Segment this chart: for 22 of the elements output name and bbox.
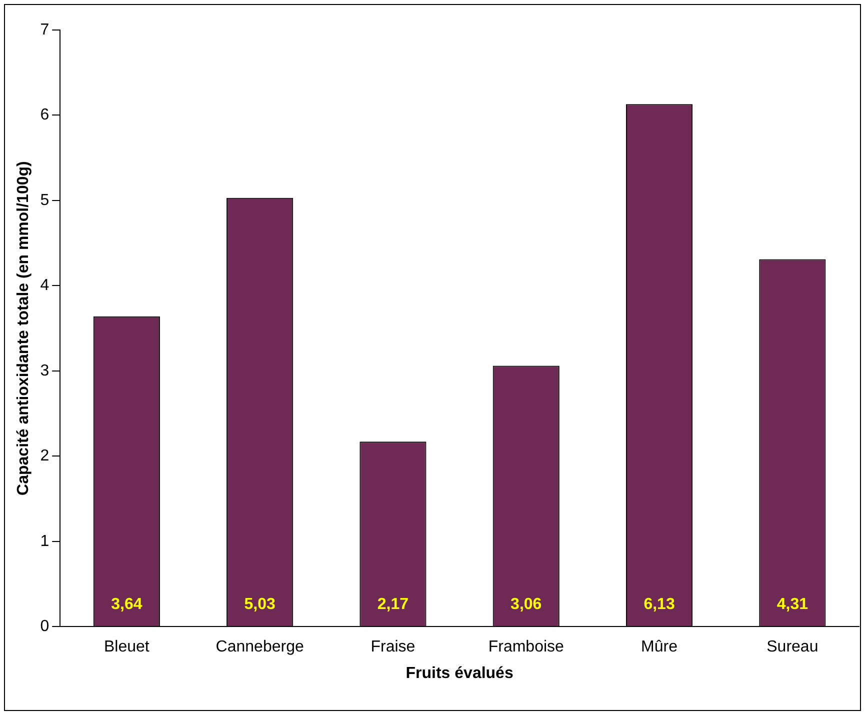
x-tick-label: Canneberge — [216, 638, 304, 656]
y-tick-label: 4 — [40, 277, 50, 294]
data-label: 6,13 — [644, 596, 675, 614]
y-tick-label: 7 — [40, 21, 50, 38]
x-tick-label: Mûre — [641, 638, 678, 656]
x-tick-label: Fraise — [370, 638, 416, 656]
y-tick-label: 3 — [40, 362, 50, 380]
x-tick-label: Framboise — [488, 638, 564, 656]
data-label: 2,17 — [377, 596, 409, 614]
y-tick-label: 5 — [40, 192, 50, 209]
y-tick-label: 6 — [40, 106, 50, 124]
y-tick-label: 2 — [40, 448, 50, 465]
y-tick-label: 1 — [40, 532, 50, 550]
data-label: 5,03 — [244, 596, 276, 614]
y-axis-title: Capacité antioxidante totale (en mmol/100g) — [15, 161, 32, 496]
x-axis-title: Fruits évalués — [406, 664, 514, 682]
data-label: 3,64 — [111, 596, 142, 614]
x-tick-label: Bleuet — [104, 638, 150, 656]
data-label: 3,06 — [510, 596, 542, 614]
x-tick-label: Sureau — [766, 638, 818, 656]
data-label: 4,31 — [776, 596, 808, 614]
y-tick-label: 0 — [40, 618, 50, 636]
